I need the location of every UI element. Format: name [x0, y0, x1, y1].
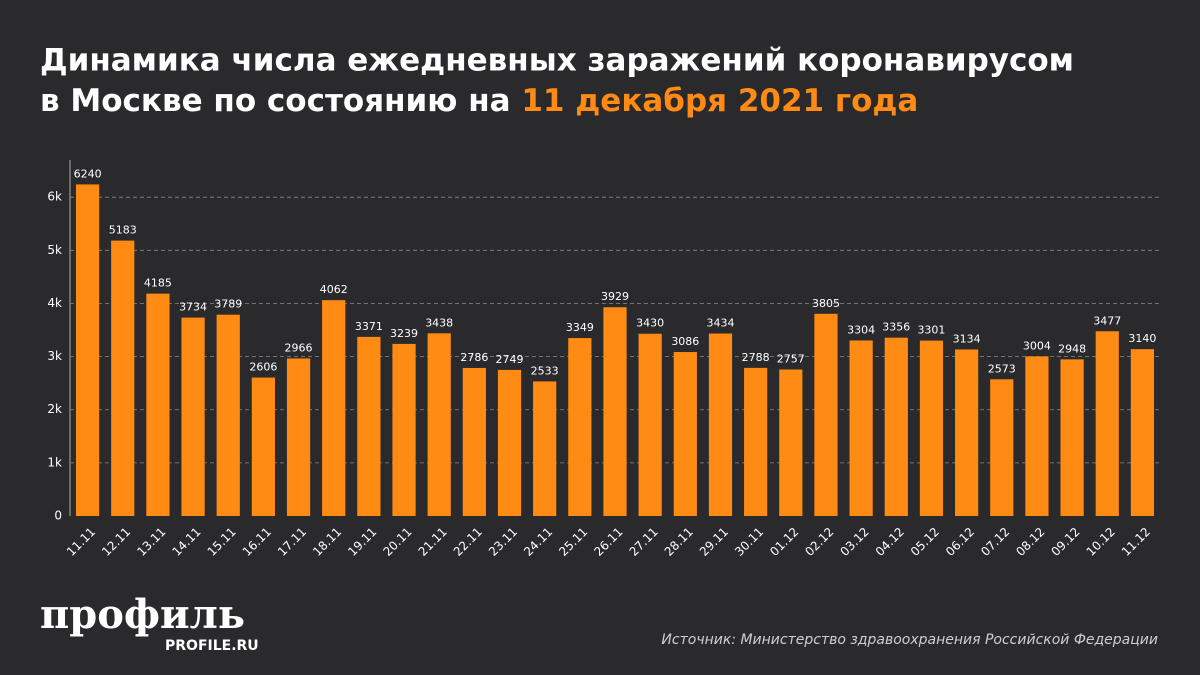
- y-tick-label: 1k: [47, 455, 62, 469]
- bar: [462, 367, 486, 516]
- bar: [884, 337, 908, 516]
- bar: [603, 307, 627, 516]
- value-label: 2788: [742, 351, 770, 364]
- value-label: 3929: [601, 290, 629, 303]
- value-label: 3004: [1023, 339, 1051, 352]
- value-label: 3434: [706, 317, 734, 330]
- value-label: 3239: [390, 327, 418, 340]
- y-tick-label: 5k: [47, 243, 62, 257]
- value-label: 3805: [812, 297, 840, 310]
- value-label: 3477: [1093, 314, 1121, 327]
- bar: [814, 313, 838, 516]
- bar: [673, 352, 697, 516]
- bar: [1025, 356, 1049, 516]
- bar: [955, 349, 979, 516]
- value-label: 2948: [1058, 342, 1086, 355]
- bar: [744, 367, 768, 516]
- value-label: 2966: [285, 341, 313, 354]
- bar: [568, 338, 592, 516]
- y-tick-label: 0: [54, 509, 62, 523]
- source: Источник: Министерство здравоохранения Р…: [661, 632, 1158, 648]
- bar: [75, 184, 100, 517]
- bar: [427, 333, 451, 516]
- value-label: 3349: [566, 321, 594, 334]
- value-label: 3134: [953, 332, 981, 345]
- bar: [286, 358, 311, 516]
- value-label: 2533: [531, 364, 559, 377]
- bar: [533, 381, 557, 516]
- value-label: 6240: [74, 167, 102, 180]
- logo-site: PROFILE.RU: [165, 638, 259, 654]
- value-label: 3438: [425, 316, 453, 329]
- bar: [322, 300, 346, 516]
- value-label: 4062: [320, 283, 348, 296]
- value-label: 3789: [214, 298, 242, 311]
- bar: [497, 369, 522, 516]
- value-label: 5183: [109, 224, 137, 237]
- bar: [181, 317, 205, 516]
- title-date: 11 декабря 2021 года: [521, 83, 918, 119]
- bar: [146, 293, 170, 516]
- value-label: 2757: [777, 353, 805, 366]
- bar: [251, 377, 275, 516]
- bar: [638, 333, 662, 516]
- y-tick-label: 3k: [47, 349, 62, 363]
- bar: [357, 336, 381, 516]
- value-label: 2786: [460, 351, 488, 364]
- value-label: 3371: [355, 320, 383, 333]
- value-label: 4185: [144, 277, 172, 290]
- title-text: в Москве по состоянию на: [40, 83, 511, 119]
- bar: [111, 240, 135, 516]
- bar: [779, 369, 803, 516]
- bar: [1130, 349, 1155, 516]
- value-label: 2606: [249, 361, 277, 374]
- value-label: 2573: [988, 362, 1016, 375]
- y-tick-label: 6k: [47, 190, 62, 204]
- bar: [1095, 331, 1119, 516]
- value-label: 3086: [671, 335, 699, 348]
- bar: [919, 340, 944, 516]
- value-label: 2749: [496, 353, 524, 366]
- value-label: 3301: [917, 324, 945, 337]
- y-tick-label: 4k: [47, 296, 62, 310]
- chart-title-line2: в Москве по состоянию на 11 декабря 2021…: [40, 83, 918, 119]
- logo: профиль: [40, 591, 245, 638]
- bar: [849, 340, 873, 516]
- bar: [990, 379, 1014, 516]
- bar: [392, 343, 416, 516]
- value-label: 3356: [882, 321, 910, 334]
- bar: [708, 333, 733, 516]
- chart-title: Динамика числа ежедневных заражений коро…: [40, 43, 1074, 79]
- bar: [216, 314, 240, 516]
- value-label: 3430: [636, 317, 664, 330]
- value-label: 3140: [1128, 332, 1156, 345]
- value-label: 3304: [847, 323, 875, 336]
- y-tick-label: 2k: [47, 402, 62, 416]
- bar: [1060, 359, 1084, 516]
- value-label: 3734: [179, 301, 207, 314]
